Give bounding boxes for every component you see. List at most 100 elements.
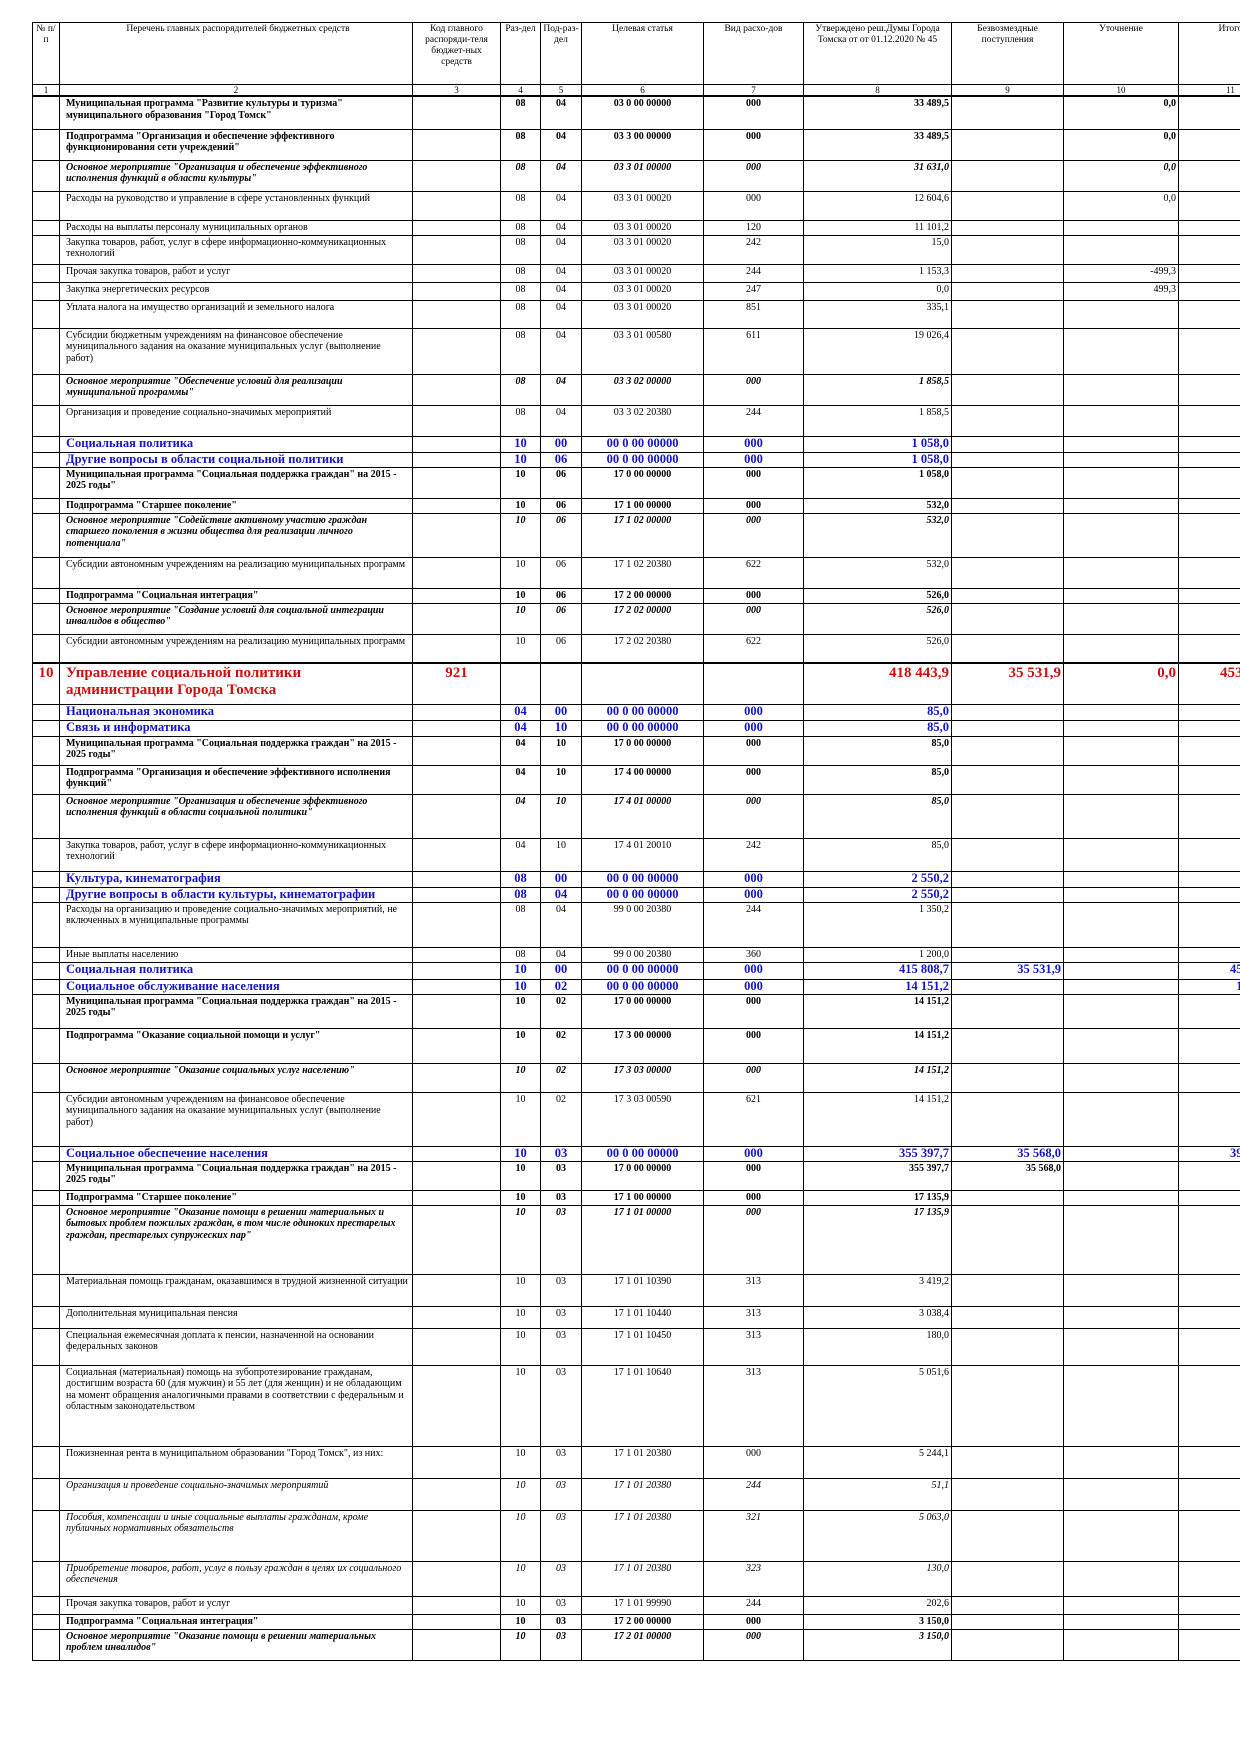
cell: 415 808,7 xyxy=(803,962,952,980)
cell: 1 058,0 xyxy=(803,452,952,468)
cell: Культура, кинематография xyxy=(59,871,413,888)
data-row: Социальное обеспечение населения 10 03 00 0… xyxy=(32,1146,1240,1162)
cell xyxy=(951,634,1064,664)
cell: 08 xyxy=(500,871,541,888)
cell xyxy=(1063,220,1179,236)
cell: 14 151,2 xyxy=(803,1092,952,1147)
cell xyxy=(412,634,501,664)
cell xyxy=(951,1629,1064,1661)
cell: 17 135,9 xyxy=(1178,1190,1240,1206)
cell: 10 xyxy=(500,1596,541,1615)
cell: 14 151,2 xyxy=(1178,1028,1240,1064)
cell: 10 xyxy=(500,603,541,635)
cell: 1 058,0 xyxy=(1178,452,1240,468)
cell: Социальная политика xyxy=(59,962,413,980)
cell: 10 xyxy=(500,467,541,499)
cell xyxy=(1063,838,1179,872)
cell xyxy=(951,452,1064,468)
cell xyxy=(32,1146,60,1162)
cell: 10 xyxy=(500,1092,541,1147)
data-row: Муниципальная программа "Социальная подд… xyxy=(32,994,1240,1029)
cell xyxy=(1063,720,1179,737)
cell xyxy=(1063,1146,1179,1162)
cell: Уплата налога на имущество организаций и… xyxy=(59,300,413,329)
cell: 10 xyxy=(540,794,582,839)
cell xyxy=(951,1205,1064,1275)
column-number: 8 xyxy=(803,84,952,97)
cell xyxy=(951,994,1064,1029)
column-number: 6 xyxy=(581,84,704,97)
cell: 17 3 03 00590 xyxy=(581,1092,704,1147)
cell: 08 xyxy=(500,328,541,375)
cell: 03 0 00 00000 xyxy=(581,96,704,130)
cell: 03 xyxy=(540,1446,582,1479)
cell xyxy=(951,838,1064,872)
cell xyxy=(951,1478,1064,1511)
cell: 313 xyxy=(703,1274,804,1307)
cell: 526,0 xyxy=(1178,603,1240,635)
cell: 15,0 xyxy=(1178,235,1240,265)
cell: 03 3 01 00020 xyxy=(581,220,704,236)
cell xyxy=(32,765,60,795)
cell: Материальная помощь гражданам, оказавшим… xyxy=(59,1274,413,1307)
data-row: Основное мероприятие "Оказание помощи в … xyxy=(32,1629,1240,1661)
cell: 2 550,2 xyxy=(1178,887,1240,903)
cell: 921 xyxy=(412,662,501,705)
cell xyxy=(412,374,501,406)
data-row: Субсидии автономным учреждениям на реали… xyxy=(32,634,1240,664)
cell: 00 xyxy=(540,962,582,980)
cell: 04 xyxy=(540,328,582,375)
cell: Расходы на организацию и проведение соци… xyxy=(59,902,413,948)
cell: 17 1 01 10390 xyxy=(581,1274,704,1307)
cell xyxy=(951,794,1064,839)
cell xyxy=(951,1561,1064,1597)
data-row: Основное мероприятие "Оказание социальны… xyxy=(32,1063,1240,1093)
cell: 244 xyxy=(703,1596,804,1615)
header-row: № п/п Перечень главных распорядителей бюд… xyxy=(32,22,1240,85)
cell xyxy=(951,1092,1064,1147)
cell: 10 xyxy=(500,498,541,514)
cell: 355 397,7 xyxy=(803,1161,952,1191)
header-cell: Раз-дел xyxy=(500,22,541,85)
cell: Основное мероприятие "Организация и обес… xyxy=(59,160,413,192)
cell: 04 xyxy=(540,282,582,301)
cell xyxy=(412,603,501,635)
cell: 17 4 01 00000 xyxy=(581,794,704,839)
cell xyxy=(1063,1205,1179,1275)
data-row: Муниципальная программа "Социальная подд… xyxy=(32,467,1240,499)
data-row: Основное мероприятие "Создание условий д… xyxy=(32,603,1240,635)
cell: 5 051,6 xyxy=(803,1365,952,1447)
cell xyxy=(412,1561,501,1597)
cell: 06 xyxy=(540,513,582,558)
data-row: Субсидии бюджетным учреждениям на финанс… xyxy=(32,328,1240,375)
cell: 0,0 xyxy=(1063,96,1179,130)
header-cell: Целевая статья xyxy=(581,22,704,85)
cell xyxy=(1063,1306,1179,1329)
cell: 3 038,4 xyxy=(1178,1306,1240,1329)
cell: 85,0 xyxy=(1178,720,1240,737)
cell: 03 xyxy=(540,1629,582,1661)
cell: 33 489,5 xyxy=(803,129,952,161)
cell: 451 340,6 xyxy=(1178,962,1240,980)
cell xyxy=(32,588,60,604)
cell xyxy=(412,235,501,265)
cell: 10 xyxy=(500,994,541,1029)
data-row: Связь и информатика 04 10 00 0 00 00000 000 8… xyxy=(32,720,1240,737)
cell: 03 3 01 00000 xyxy=(581,160,704,192)
cell: 851 xyxy=(703,300,804,329)
cell: 03 xyxy=(540,1328,582,1366)
cell xyxy=(1063,1510,1179,1562)
cell xyxy=(1063,794,1179,839)
cell: 00 0 00 00000 xyxy=(581,720,704,737)
cell: 532,0 xyxy=(803,513,952,558)
cell xyxy=(951,1063,1064,1093)
cell: 000 xyxy=(703,979,804,995)
cell: Иные выплаты населению xyxy=(59,947,413,963)
cell xyxy=(1063,1092,1179,1147)
cell: 03 xyxy=(540,1146,582,1162)
cell: 06 xyxy=(540,498,582,514)
cell: 14 151,2 xyxy=(803,979,952,995)
data-row: Субсидии автономным учреждениям на реали… xyxy=(32,557,1240,589)
cell: 33 489,5 xyxy=(1178,96,1240,130)
cell: 3 419,2 xyxy=(803,1274,952,1307)
